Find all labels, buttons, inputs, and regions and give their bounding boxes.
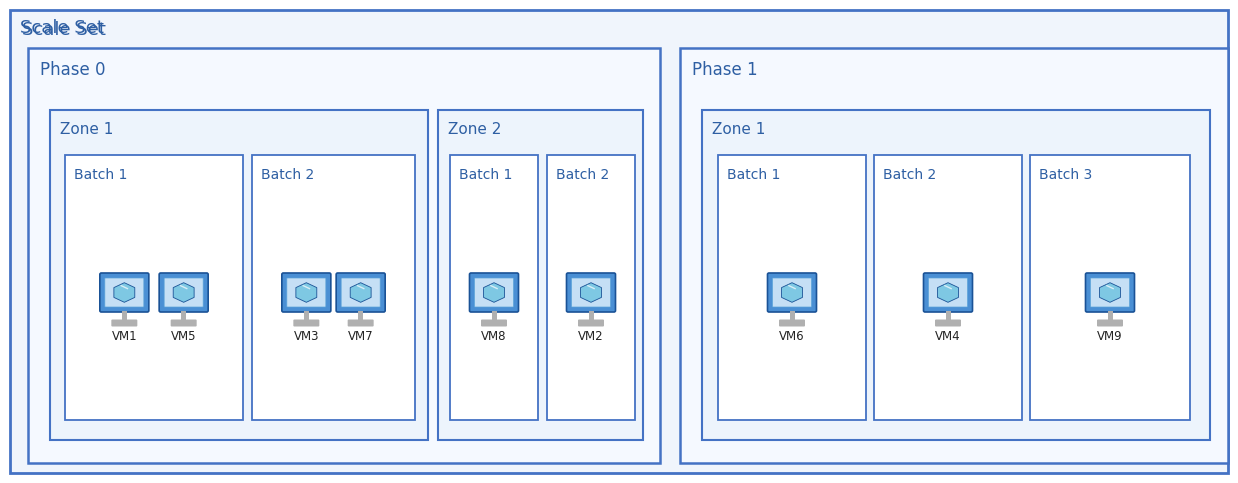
FancyBboxPatch shape	[100, 273, 149, 312]
FancyBboxPatch shape	[348, 319, 374, 327]
FancyBboxPatch shape	[773, 278, 811, 307]
Text: Batch 1: Batch 1	[459, 168, 513, 182]
Bar	[50, 110, 428, 440]
Polygon shape	[114, 283, 135, 302]
FancyBboxPatch shape	[282, 273, 331, 312]
FancyBboxPatch shape	[474, 278, 514, 307]
Text: Zone 2: Zone 2	[448, 123, 501, 138]
Polygon shape	[781, 283, 802, 302]
Text: Zone 1: Zone 1	[59, 123, 114, 138]
FancyBboxPatch shape	[935, 319, 961, 327]
Bar	[547, 155, 635, 420]
FancyBboxPatch shape	[567, 273, 615, 312]
Polygon shape	[350, 283, 371, 302]
FancyBboxPatch shape	[1086, 273, 1134, 312]
FancyBboxPatch shape	[160, 273, 208, 312]
FancyBboxPatch shape	[928, 278, 968, 307]
Text: VM8: VM8	[482, 330, 506, 343]
Polygon shape	[296, 283, 317, 302]
Polygon shape	[1099, 283, 1120, 302]
FancyBboxPatch shape	[105, 278, 144, 307]
Text: Batch 2: Batch 2	[556, 168, 609, 182]
FancyBboxPatch shape	[171, 319, 197, 327]
Text: VM7: VM7	[348, 330, 374, 343]
FancyBboxPatch shape	[293, 319, 319, 327]
Text: Batch 1: Batch 1	[727, 168, 780, 182]
FancyBboxPatch shape	[287, 278, 326, 307]
Text: VM6: VM6	[779, 330, 805, 343]
Bar	[718, 155, 867, 420]
Bar	[491, 311, 496, 321]
FancyBboxPatch shape	[469, 273, 519, 312]
Text: VM3: VM3	[293, 330, 319, 343]
Text: VM2: VM2	[578, 330, 604, 343]
FancyBboxPatch shape	[924, 273, 973, 312]
Bar	[790, 311, 795, 321]
FancyBboxPatch shape	[111, 319, 137, 327]
FancyBboxPatch shape	[768, 273, 817, 312]
FancyBboxPatch shape	[572, 278, 610, 307]
FancyBboxPatch shape	[1091, 278, 1129, 307]
Text: Batch 2: Batch 2	[261, 168, 314, 182]
Bar	[1030, 155, 1190, 420]
Bar	[358, 311, 363, 321]
Bar	[253, 155, 415, 420]
Text: VM1: VM1	[111, 330, 137, 343]
Bar	[28, 48, 660, 463]
Polygon shape	[581, 283, 602, 302]
Text: Scale Set: Scale Set	[20, 19, 104, 37]
Polygon shape	[937, 283, 958, 302]
Text: Batch 1: Batch 1	[74, 168, 128, 182]
Text: Batch 3: Batch 3	[1039, 168, 1092, 182]
Bar	[1108, 311, 1113, 321]
FancyBboxPatch shape	[578, 319, 604, 327]
Bar	[303, 311, 308, 321]
Text: Batch 2: Batch 2	[883, 168, 936, 182]
FancyBboxPatch shape	[337, 273, 385, 312]
Text: Zone 1: Zone 1	[712, 123, 765, 138]
Bar	[874, 155, 1023, 420]
Bar	[121, 311, 126, 321]
Bar	[588, 311, 593, 321]
Bar	[181, 311, 186, 321]
FancyBboxPatch shape	[1097, 319, 1123, 327]
Text: VM5: VM5	[171, 330, 197, 343]
Text: Phase 0: Phase 0	[40, 61, 105, 79]
Text: Scale Set: Scale Set	[22, 21, 106, 39]
FancyBboxPatch shape	[482, 319, 508, 327]
FancyBboxPatch shape	[342, 278, 380, 307]
Bar	[702, 110, 1210, 440]
Bar	[449, 155, 539, 420]
Polygon shape	[484, 283, 504, 302]
Bar	[946, 311, 951, 321]
Text: Phase 1: Phase 1	[692, 61, 758, 79]
Polygon shape	[173, 283, 194, 302]
Text: VM9: VM9	[1097, 330, 1123, 343]
Bar	[438, 110, 643, 440]
Text: VM4: VM4	[935, 330, 961, 343]
Bar	[66, 155, 243, 420]
FancyBboxPatch shape	[779, 319, 805, 327]
Bar	[680, 48, 1228, 463]
FancyBboxPatch shape	[165, 278, 203, 307]
